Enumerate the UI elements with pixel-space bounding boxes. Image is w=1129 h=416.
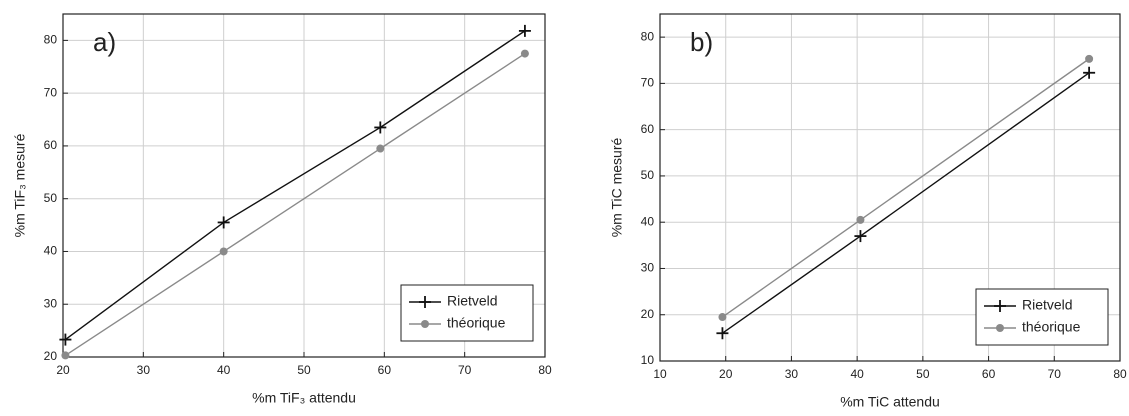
y-tick-label: 20 — [641, 307, 655, 321]
y-tick-label: 80 — [641, 29, 655, 43]
legend: Rietveld théorique — [400, 284, 534, 342]
x-tick-label: 70 — [1048, 367, 1062, 381]
marker — [520, 49, 529, 58]
x-tick-label: 50 — [916, 367, 930, 381]
legend-label: Rietveld — [447, 293, 498, 309]
series-line — [65, 52, 526, 357]
marker — [856, 215, 865, 224]
x-tick-label: 40 — [850, 367, 864, 381]
y-tick-label: 80 — [44, 33, 58, 47]
x-tick-label: 60 — [378, 363, 392, 377]
y-tick-label: 50 — [44, 191, 58, 205]
marker — [1083, 66, 1096, 79]
marker — [716, 327, 729, 340]
legend-label: Rietveld — [1022, 297, 1073, 313]
y-tick-label: 10 — [641, 353, 655, 367]
marker — [718, 313, 727, 322]
y-tick-label: 40 — [641, 214, 655, 228]
chart: 10 20 30 40 50 60 70 80 10 20 30 40 50 60 70 80 b) %m TiC… — [609, 13, 1127, 410]
legend-box — [975, 288, 1109, 346]
y-tick-label: 40 — [44, 244, 58, 258]
y-tick-label: 70 — [44, 85, 58, 99]
legend-marker — [996, 324, 1004, 332]
marker — [374, 121, 387, 134]
y-tick-label: 60 — [641, 122, 655, 136]
series-line — [722, 58, 1090, 318]
x-tick-label: 70 — [458, 363, 472, 377]
panel-label: b) — [690, 27, 713, 57]
x-tick-label: 40 — [217, 363, 231, 377]
chart: 20 30 40 50 60 70 80 20 30 40 50 60 70 80 a) %m TiF₃ at… — [12, 13, 552, 406]
x-tick-label: 10 — [653, 367, 667, 381]
marker — [61, 351, 70, 360]
legend-box — [400, 284, 534, 342]
marker — [518, 24, 531, 37]
marker — [854, 230, 867, 243]
y-tick-label: 20 — [44, 349, 58, 363]
legend-label: théorique — [447, 315, 506, 331]
x-tick-label: 20 — [719, 367, 733, 381]
marker — [376, 144, 385, 153]
y-tick-label: 70 — [641, 76, 655, 90]
x-tick-label: 50 — [297, 363, 311, 377]
y-tick-label: 30 — [44, 296, 58, 310]
marker — [217, 216, 230, 229]
x-axis-title: %m TiF₃ attendu — [252, 390, 356, 406]
marker — [59, 333, 72, 346]
legend: Rietveld théorique — [975, 288, 1109, 346]
x-tick-label: 20 — [56, 363, 70, 377]
y-tick-label: 50 — [641, 168, 655, 182]
panel-label: a) — [93, 27, 116, 57]
x-tick-label: 60 — [982, 367, 996, 381]
x-tick-label: 30 — [137, 363, 151, 377]
plot-frame — [62, 13, 546, 358]
legend-label: théorique — [1022, 319, 1081, 335]
series-line — [64, 30, 526, 341]
legend-marker — [421, 320, 429, 328]
x-tick-label: 30 — [785, 367, 799, 381]
marker — [219, 247, 228, 256]
x-tick-label: 80 — [538, 363, 552, 377]
marker — [1085, 54, 1094, 63]
plot-frame — [659, 13, 1121, 362]
y-axis-title: %m TiF₃ mesuré — [12, 133, 28, 237]
x-axis-title: %m TiC attendu — [840, 394, 940, 410]
y-tick-label: 30 — [641, 261, 655, 275]
y-tick-label: 60 — [44, 138, 58, 152]
x-tick-label: 80 — [1113, 367, 1127, 381]
y-axis-title: %m TiC mesuré — [609, 138, 625, 238]
